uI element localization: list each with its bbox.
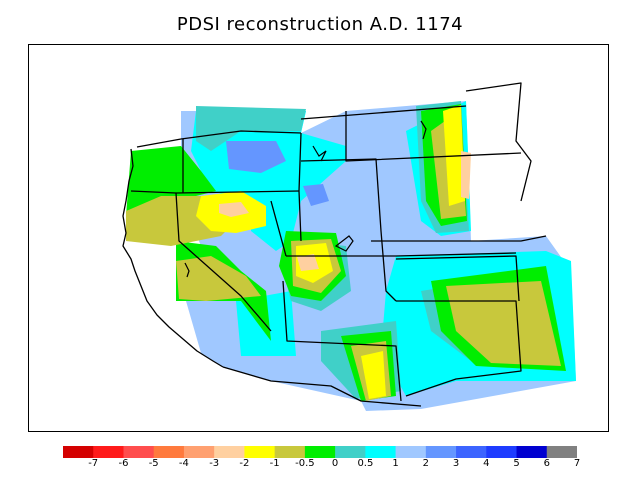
colorbar-swatch [304,446,336,458]
border-nv-ut [270,200,287,257]
map-frame [28,44,609,432]
colorbar-label: -4 [178,458,189,469]
coastline [122,148,224,368]
border-nm-tx [396,300,522,397]
colorbar-label: -7 [88,458,99,469]
map-title: PDSI reconstruction A.D. 1174 [176,14,464,35]
colorbar-label: 5 [513,458,520,469]
pdsi-region-peach [461,151,471,199]
colorbar-label: 3 [452,458,460,469]
pdsi-region-olive [446,281,561,366]
pdsi-map [122,82,576,411]
colorbar-swatch [486,446,518,458]
border-mt-canada [300,105,467,120]
colorbar-swatch [183,446,215,458]
border-wa-or [136,130,302,148]
colorbar-label: 2 [422,458,429,469]
colorbar-label: 0.5 [357,458,374,469]
colorbar-label: -0.5 [295,458,315,469]
lake-flathead [420,120,427,140]
pdsi-region-olive [176,256,261,301]
lake-tahoe [184,262,190,278]
colorbar-swatch [274,446,306,458]
border-ne-ks [371,235,547,242]
colorbar-label: 7 [573,458,581,469]
colorbar-swatch [335,446,366,458]
colorbar-label: 4 [483,458,490,469]
border-ut-az [286,252,517,257]
colorbar-label: -6 [118,458,129,469]
border-nd-sd [345,111,522,162]
pdsi-region-yellow [361,351,386,399]
border-mn [465,82,532,202]
border-co-nm [380,230,397,302]
pdsi-fill-layer [126,101,576,411]
colorbar [63,446,577,458]
colorbar-label: -3 [209,458,220,469]
lake-great-salt [334,235,354,252]
border-id-mt [298,132,302,242]
colorbar-label: -1 [269,458,280,469]
colorbar-swatch [516,446,548,458]
border-ca-nv [175,192,272,332]
colorbar-label: 1 [392,458,399,469]
colorbar-swatch [425,446,457,458]
colorbar-swatch [546,446,577,458]
pdsi-region-blue [303,184,329,206]
lakes [184,120,427,278]
colorbar-swatch [395,446,427,458]
colorbar-swatch [153,446,185,458]
colorbar-label: 0 [331,458,339,469]
colorbar-swatch [214,446,245,458]
colorbar-swatch [93,446,124,458]
pdsi-region-green [126,146,216,216]
pdsi-region-blue [226,141,286,173]
colorbar-swatch [365,446,397,458]
colorbar-swatch [244,446,276,458]
colorbar-swatch [123,446,155,458]
colorbar-swatch [456,446,487,458]
colorbar-label: 6 [543,458,550,469]
lake-yellowstone [312,145,327,162]
border-ok [395,255,520,302]
colorbar-swatch [63,446,94,458]
colorbar-label: -5 [148,458,159,469]
colorbar-label: -2 [239,458,250,469]
border-ca-az [222,366,422,407]
colorbar-labels: -7 -6 -5 -4 -3 -2 -1 -0.5 0 0.5 1 2 3 4 5 6 7 [0,458,640,474]
border-az-nm [282,280,402,402]
state-borders [122,82,547,407]
pdsi-region-teal [196,106,306,151]
pdsi-region-peach [297,254,319,271]
pdsi-region-peach [219,202,249,217]
